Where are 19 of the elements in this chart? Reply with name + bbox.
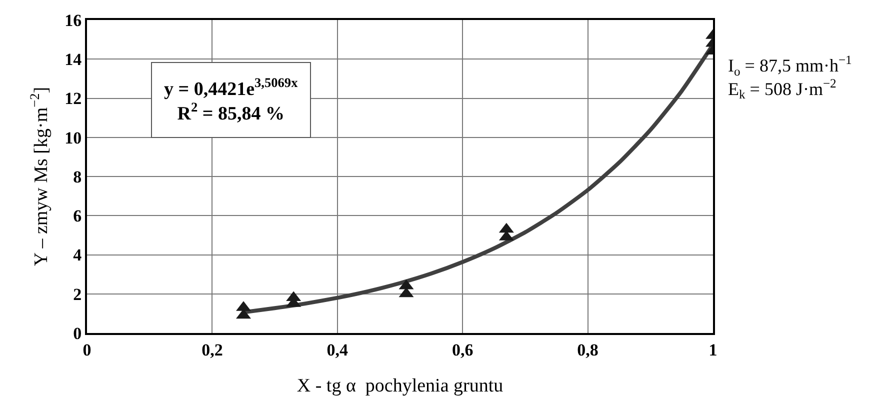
annotation: R$^{2}$ = 85,84 % — [177, 100, 284, 125]
y-tick-label: 0 — [73, 324, 82, 343]
y-tick-label: 4 — [73, 246, 82, 265]
x-tick-label: 0,6 — [452, 340, 474, 360]
y-tick-label: 6 — [73, 206, 82, 226]
annotation: y = 0,4421e$^{3,5069x}$ — [164, 75, 298, 100]
x-axis-title: X - tg α pochylenia gruntu — [296, 376, 504, 397]
text: I$_{o}$ = 87,5 mm·h$^{−1}$ — [728, 53, 852, 78]
x-tick-label: 0,8 — [577, 340, 598, 360]
y-tick-label: 14 — [64, 50, 82, 70]
x-tick-label: 1 — [708, 340, 718, 360]
y-tick-label: 16 — [64, 10, 82, 30]
x-tick-label: 0,2 — [202, 340, 223, 360]
y-tick-label: 2 — [73, 284, 82, 304]
y-tick-label: 8 — [73, 167, 82, 186]
y-tick-label: 12 — [64, 89, 82, 108]
x-tick-label: 0,4 — [326, 340, 349, 360]
text: E$_{k}$ = 508 J·m$^{−2}$ — [728, 76, 836, 102]
y-tick-label: 10 — [64, 128, 82, 148]
